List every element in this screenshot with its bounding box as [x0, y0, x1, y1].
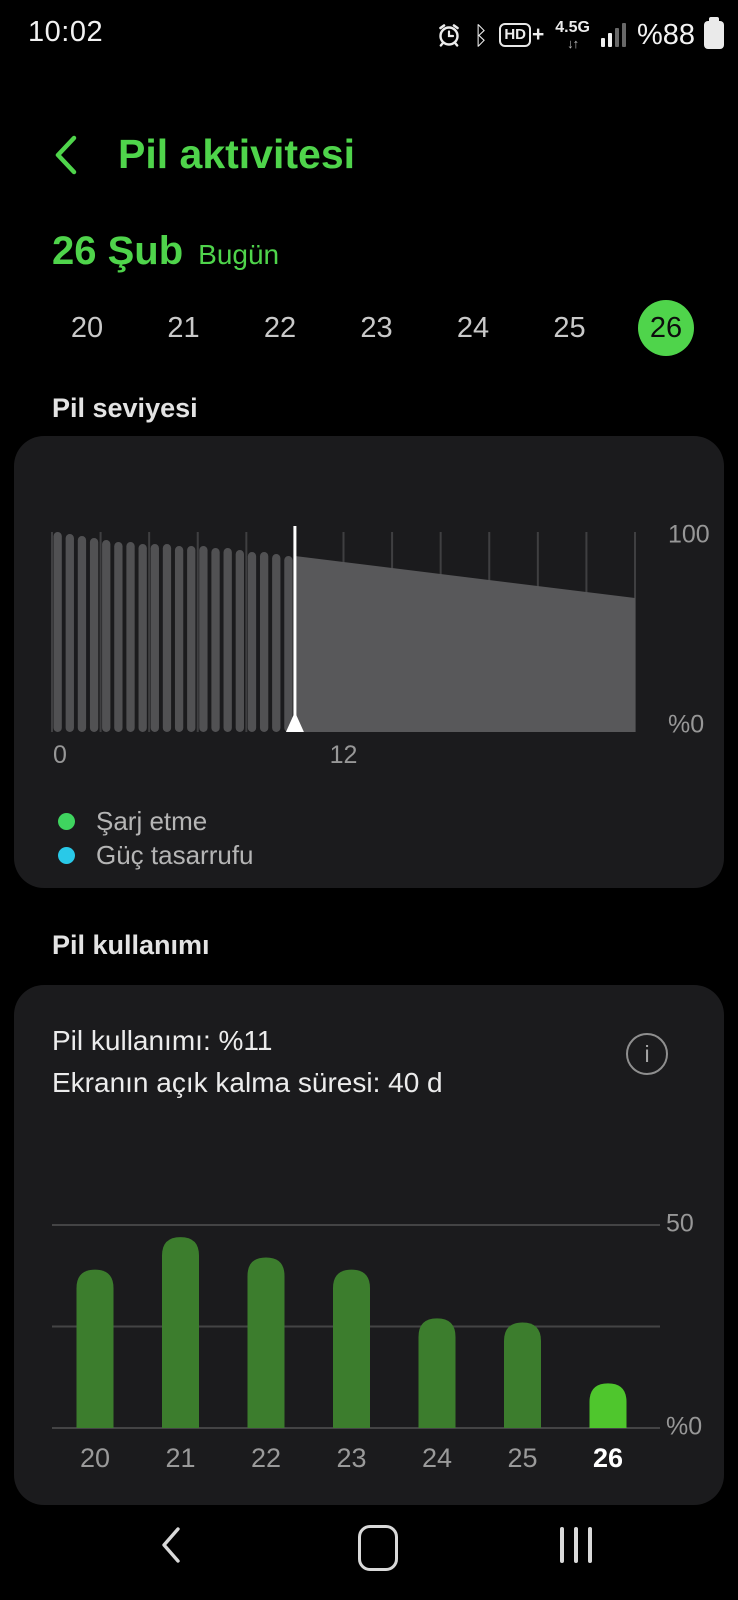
- y-axis-label-bottom: %0: [668, 711, 704, 739]
- level-history-bar: [174, 546, 184, 732]
- day-item-24[interactable]: 24: [456, 311, 490, 344]
- level-history-bar: [138, 544, 147, 732]
- usage-percent-text: Pil kullanımı: %11: [52, 1025, 273, 1056]
- battery-percent: %88: [636, 18, 695, 51]
- alarm-icon: [439, 24, 460, 47]
- current-time-marker-triangle: [285, 712, 304, 732]
- level-history-bar: [235, 550, 244, 732]
- day-item-23[interactable]: 23: [360, 311, 393, 344]
- y-axis-label-top: 100: [668, 521, 710, 549]
- home-icon[interactable]: [358, 1525, 398, 1571]
- level-history-bar: [187, 546, 196, 732]
- legend-label: Güç tasarrufu: [96, 840, 254, 870]
- level-history-bar: [199, 546, 208, 732]
- usage-bar-21[interactable]: [162, 1237, 199, 1428]
- usage-x-label-20[interactable]: 20: [80, 1443, 110, 1473]
- day-item-26[interactable]: 26: [638, 300, 694, 356]
- navigation-bar: [0, 1505, 738, 1600]
- usage-bar-25[interactable]: [504, 1322, 541, 1428]
- usage-x-label-26[interactable]: 26: [593, 1443, 623, 1473]
- network-label: 4.5G: [555, 19, 590, 36]
- legend-label: Şarj etme: [96, 806, 208, 836]
- power-saving-dot-icon: [58, 847, 75, 864]
- level-history-bar: [150, 544, 159, 732]
- battery-level-chart[interactable]: 100 %0 0 12: [14, 436, 724, 888]
- level-history-bar: [77, 536, 87, 732]
- level-history-bar: [114, 542, 123, 732]
- usage-x-label-21[interactable]: 21: [165, 1443, 195, 1473]
- selected-date: 26 Şub Bugün: [52, 229, 279, 274]
- usage-bar-23[interactable]: [333, 1269, 370, 1428]
- legend-item-charging: Şarj etme: [58, 806, 207, 837]
- info-glyph: i: [644, 1040, 650, 1067]
- usage-bar-26[interactable]: [589, 1383, 627, 1428]
- section-title-battery-level: Pil seviyesi: [52, 393, 198, 423]
- usage-x-label-22[interactable]: 22: [251, 1443, 281, 1473]
- charging-dot-icon: [58, 813, 75, 830]
- day-item-22[interactable]: 22: [263, 311, 297, 344]
- volte-hd-icon: HD +: [499, 23, 544, 47]
- usage-x-label-23[interactable]: 23: [336, 1443, 366, 1473]
- usage-x-label-24[interactable]: 24: [422, 1443, 452, 1473]
- level-history-bar: [102, 540, 111, 732]
- battery-usage-chart[interactable]: 50 %0 20 21 22 23 24 25 26: [14, 1180, 724, 1480]
- status-icon-cluster: ᛒ HD + 4.5G ↓↑ %88: [436, 0, 724, 70]
- back-button[interactable]: [50, 134, 80, 176]
- y-axis-label-bottom: %0: [666, 1413, 702, 1441]
- usage-bar-22[interactable]: [247, 1257, 285, 1428]
- selected-date-label: 26 Şub: [52, 229, 184, 273]
- usage-bar-24[interactable]: [418, 1318, 456, 1428]
- recents-icon[interactable]: [560, 1527, 592, 1563]
- level-history-bar: [284, 556, 293, 732]
- level-history-bar: [223, 548, 232, 732]
- level-history-bar: [162, 544, 172, 732]
- bluetooth-icon: ᛒ: [473, 20, 489, 50]
- level-history-bar: [259, 552, 269, 732]
- section-title-battery-usage: Pil kullanımı: [52, 930, 210, 960]
- day-item-20[interactable]: 20: [70, 311, 104, 344]
- day-item-21[interactable]: 21: [167, 311, 200, 344]
- level-history-bar: [211, 548, 220, 732]
- usage-bar-20[interactable]: [76, 1269, 114, 1428]
- level-history-bar: [65, 534, 74, 732]
- battery-level-card: 100 %0 0 12 Şarj etme Güç tasarrufu: [14, 436, 724, 888]
- screen-on-time-text: Ekranın açık kalma süresi: 40 d: [52, 1067, 443, 1098]
- battery-icon: [704, 17, 724, 49]
- level-history-bar: [247, 552, 257, 732]
- usage-x-label-25[interactable]: 25: [507, 1443, 537, 1473]
- legend-item-power-saving: Güç tasarrufu: [58, 840, 254, 871]
- page-title: Pil aktivitesi: [118, 131, 356, 177]
- data-activity-arrows: ↓↑: [567, 36, 579, 51]
- level-history-bar: [126, 542, 135, 732]
- status-time: 10:02: [28, 16, 104, 48]
- battery-usage-card: Pil kullanımı: %11 Ekranın açık kalma sü…: [14, 985, 724, 1505]
- back-icon[interactable]: [158, 1525, 182, 1565]
- x-axis-label: 12: [330, 741, 358, 769]
- level-projection-area: [294, 556, 635, 732]
- day-item-25[interactable]: 25: [553, 311, 586, 344]
- signal-strength-icon: [600, 23, 626, 47]
- level-history-bar: [89, 538, 99, 732]
- level-history-bar: [272, 554, 281, 732]
- y-axis-label-top: 50: [666, 1210, 694, 1238]
- level-history-bar: [53, 532, 62, 732]
- x-axis-label: 0: [53, 741, 67, 769]
- network-type-indicator: 4.5G ↓↑: [555, 19, 590, 51]
- info-icon[interactable]: i: [626, 1033, 668, 1075]
- selected-date-relative: Bugün: [198, 239, 280, 270]
